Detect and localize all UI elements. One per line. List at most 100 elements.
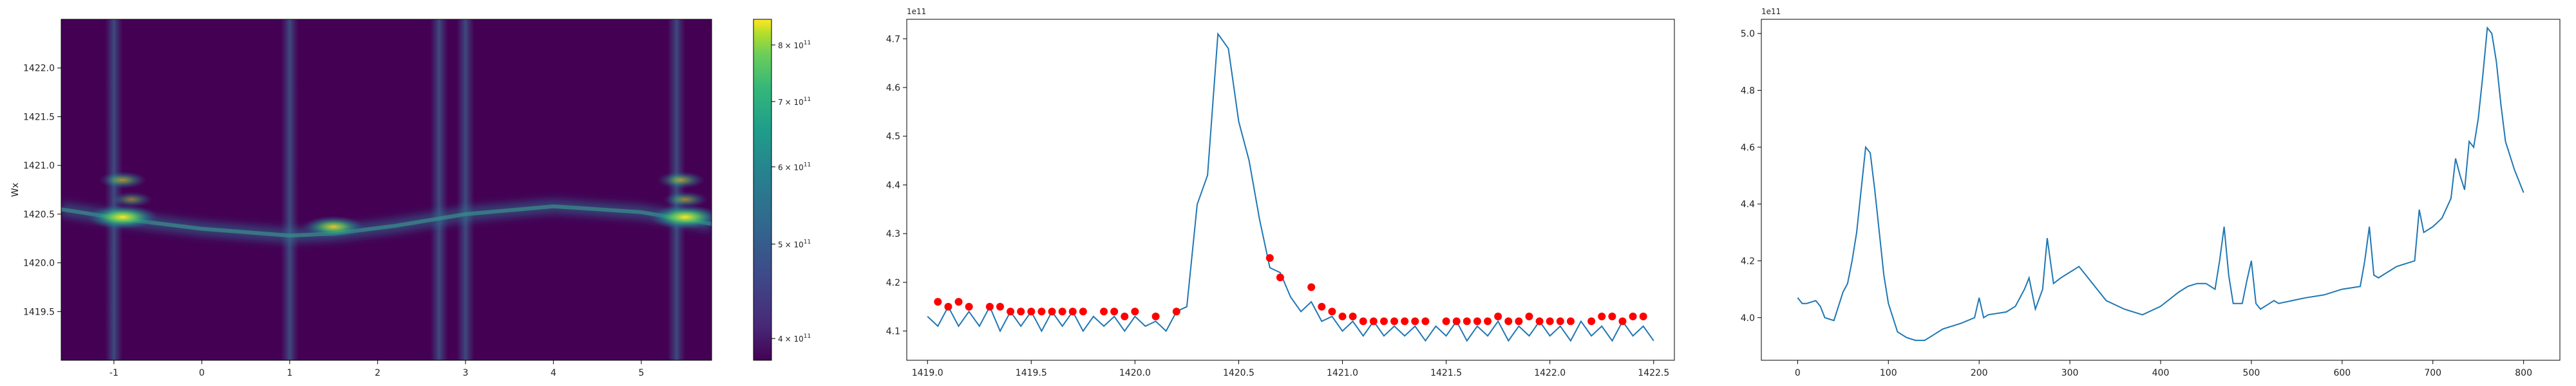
heatmap-bands [104,19,686,360]
line-chart-peaks-panel: 1e11 1419.0 1419.5 1420.0 1420.5 1421.0 1421.… [886,7,1675,378]
panel2-peak-marker [1369,317,1378,326]
heatmap-vertical-band [667,19,686,360]
heatmap-ridge-line [61,204,712,238]
panel2-series-line [927,32,1654,342]
panel3-series-line [1797,26,2524,342]
p2-x-tick-label: 1421.0 [1327,368,1358,378]
panel2-frame [906,19,1675,361]
p2-x-tick-label: 1419.0 [912,368,943,378]
heatmap-vertical-band [280,19,299,360]
panel2-peak-marker [1525,312,1533,320]
heatmap-x-tick-label: -1 [109,368,118,378]
panel2-peak-marker [1566,317,1575,326]
heatmap-hotspots [87,171,712,238]
heatmap-ridge [61,199,712,243]
panel2-peak-marker [1307,283,1316,291]
panel2-peak-marker [1058,308,1066,316]
panel2-peak-marker [1349,312,1357,320]
panel2-y-ticks: 4.1 4.2 4.3 4.4 4.5 4.6 4.7 [886,34,907,337]
panel2-peak-marker [1068,308,1077,316]
panel2-peak-marker [1618,317,1627,326]
panel2-peak-marker [1318,302,1326,311]
panel2-peak-marker [1504,317,1513,326]
heatmap-vertical-band [104,19,123,360]
p3-x-tick-label: 0 [1795,368,1801,378]
p3-x-tick-label: 600 [2333,368,2351,378]
p3-y-tick-label: 4.4 [1741,199,1755,210]
heatmap-vertical-band [430,19,448,360]
p2-y-tick-label: 4.7 [886,34,900,44]
p3-x-tick-label: 300 [2061,368,2079,378]
panel2-peak-marker [1442,317,1450,326]
panel2-peak-marker [1172,308,1180,316]
heatmap-hotspot [99,171,147,189]
panel2-peak-marker [1048,308,1056,316]
colorbar-tick-unit: × 10 [785,98,804,107]
heatmap-hotspot [663,191,708,208]
panel3-offset-text: 1e11 [1761,7,1781,16]
colorbar-tick-label: 6 × 1011 [778,161,811,172]
panel2-peak-marker [1390,317,1399,326]
p2-x-tick-label: 1419.5 [1016,368,1047,378]
heatmap-y-tick-label: 1421.0 [23,161,55,171]
line-chart-panel: 1e11 0 100 200 300 400 500 600 700 800 4.0 4.2 4.4… [1741,7,2561,378]
heatmap-hotspot [87,205,158,230]
panel2-peak-marker [1463,317,1471,326]
p2-x-tick-label: 1420.0 [1119,368,1151,378]
heatmap-x-tick-label: 4 [551,368,556,378]
panel2-peak-marker [1494,312,1502,320]
panel3-y-ticks: 4.0 4.2 4.4 4.6 4.8 5.0 [1741,29,1761,324]
p2-y-tick-label: 4.3 [886,229,900,239]
panel2-peak-marker [1338,312,1347,320]
panel2-peak-marker [1629,312,1637,320]
p2-x-tick-label: 1422.5 [1638,368,1669,378]
colorbar-tick-label: 5 × 1011 [778,239,811,249]
colorbar-tick-base: 6 [778,163,783,172]
p3-y-tick-label: 4.8 [1741,86,1755,96]
colorbar-tick-label: 7 × 1011 [778,96,811,107]
panel2-peak-marker [1598,312,1606,320]
panel2-peak-marker [1276,273,1284,282]
p2-x-tick-label: 1422.0 [1534,368,1566,378]
heatmap-x-tick-label: 2 [375,368,381,378]
panel2-peak-markers [934,254,1647,326]
colorbar-tick-label: 8 × 1011 [778,40,811,50]
colorbar-tick-unit: × 10 [785,335,804,344]
panel2-peak-marker [1007,308,1015,316]
panel2-peak-marker [1265,254,1274,262]
p3-x-tick-label: 500 [2243,368,2260,378]
colorbar-tick-label: 4 × 1011 [778,333,811,344]
heatmap-y-tick-label: 1419.5 [23,307,55,317]
heatmap-x-tick-label: 5 [638,368,644,378]
panel3-x-ticks: 0 100 200 300 400 500 600 700 800 [1795,360,2532,378]
p2-y-tick-label: 4.2 [886,278,900,288]
colorbar-tick-exponent: 11 [804,40,811,46]
panel2-peak-marker [1411,317,1419,326]
panel2-peak-marker [1121,312,1129,320]
panel2-peak-marker [1100,308,1108,316]
colorbar-tick-exponent: 11 [804,96,811,103]
panel2-peak-marker [1608,312,1616,320]
p3-x-tick-label: 200 [1971,368,1988,378]
p2-y-tick-label: 4.6 [886,83,900,93]
panel2-peak-marker [1027,308,1036,316]
colorbar-gradient [753,19,772,360]
panel2-peak-marker [1328,308,1336,316]
p2-y-tick-label: 4.1 [886,327,900,337]
heatmap-panel: -1 0 1 2 3 4 5 1419.51420.01420.51421.01421.51… [10,19,712,378]
colorbar-tick-unit: × 10 [785,240,804,249]
heatmap-hotspot [657,171,705,189]
colorbar-tick-unit: × 10 [785,163,804,172]
panel2-peak-marker [1110,308,1119,316]
panel2-peak-marker [1484,317,1492,326]
panel2-peak-marker [1131,308,1139,316]
heatmap-y-tick-label: 1421.5 [23,112,55,122]
panel2-peak-marker [1515,317,1523,326]
colorbar-tick-base: 5 [778,240,783,249]
panel2-peak-marker [934,298,942,306]
p3-x-tick-label: 400 [2152,368,2170,378]
p3-x-tick-label: 700 [2424,368,2441,378]
